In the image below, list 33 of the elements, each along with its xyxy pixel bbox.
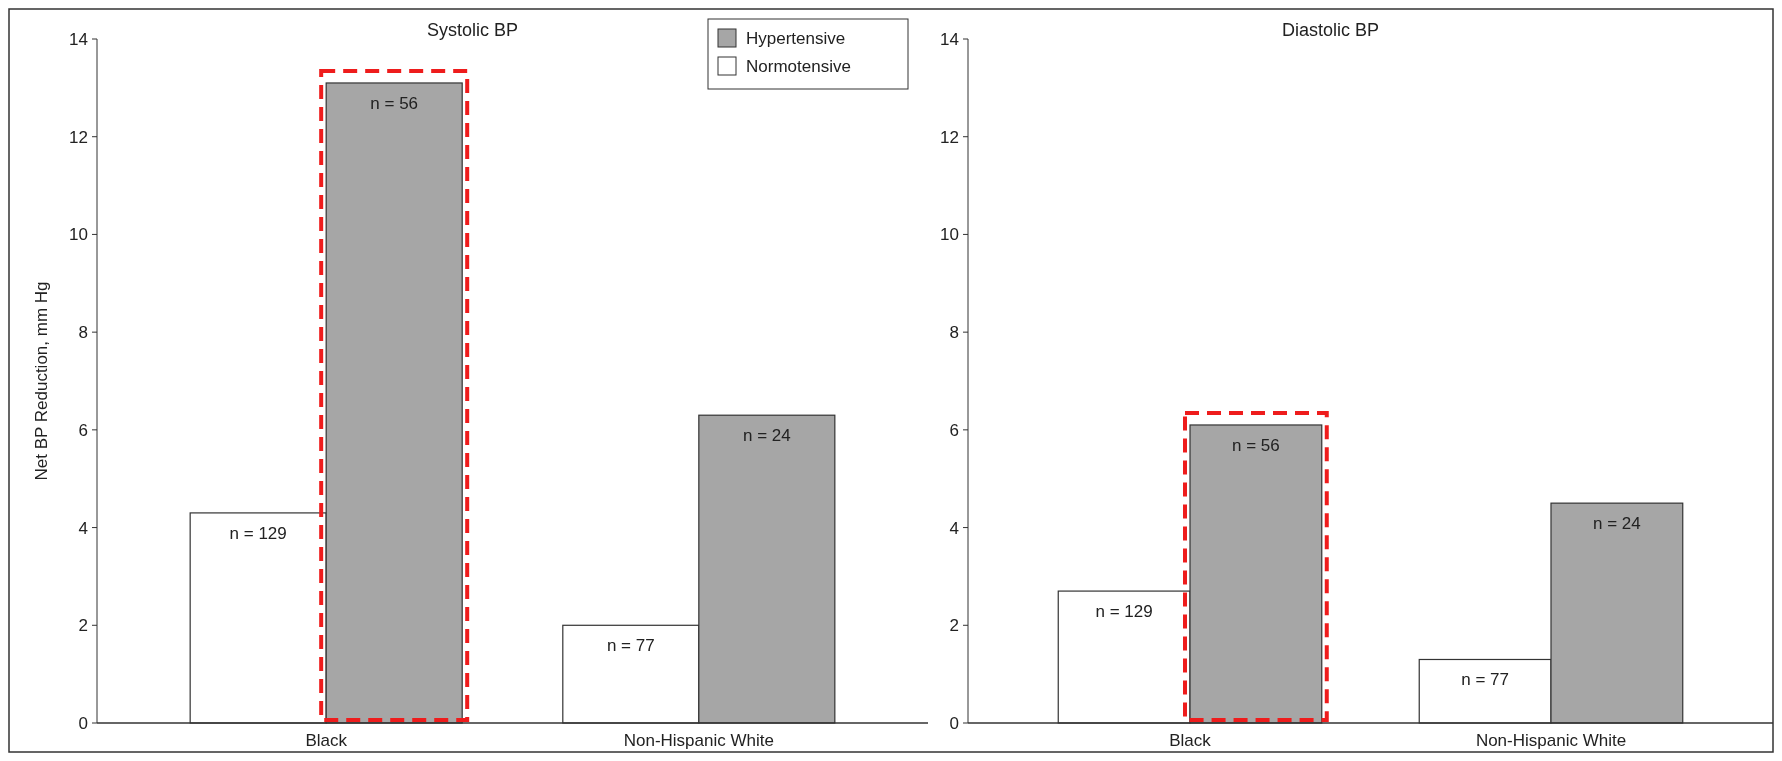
y-tick-label: 14 — [69, 29, 88, 49]
y-tick-label: 12 — [69, 127, 88, 147]
annotation: n = 56 — [1232, 435, 1280, 455]
y-tick-label: 14 — [940, 29, 959, 49]
legend-label: Hypertensive — [746, 28, 846, 48]
annotation: n = 129 — [229, 523, 287, 543]
annotation: n = 56 — [370, 93, 419, 113]
x-tick-label: Non-Hispanic White — [1475, 731, 1627, 750]
y-tick-label: 10 — [69, 225, 88, 245]
y-tick-label: 6 — [949, 420, 959, 440]
y-tick-label: 4 — [78, 518, 88, 538]
legend-label: Normotensive — [746, 56, 851, 76]
x-tick-label: Black — [1169, 731, 1212, 750]
y-tick-label: 8 — [78, 323, 88, 343]
y-tick-label: 0 — [78, 713, 88, 733]
annotation: n = 77 — [606, 636, 655, 656]
annotation: n = 77 — [1461, 670, 1509, 690]
y-tick-label: 6 — [78, 420, 88, 440]
y-tick-label: 10 — [940, 225, 959, 245]
y-tick-label: 0 — [949, 713, 959, 733]
chart-title: Systolic BP — [426, 20, 519, 40]
annotation: n = 24 — [1593, 514, 1641, 534]
chart-title: Diastolic BP — [1281, 20, 1380, 40]
y-tick-label: 2 — [78, 616, 88, 636]
y-tick-label: 4 — [949, 518, 959, 538]
y-tick-label: 12 — [940, 127, 959, 147]
y-tick-label: 8 — [949, 323, 959, 343]
x-tick-label: Non-Hispanic White — [623, 731, 774, 750]
x-tick-label: Black — [305, 731, 348, 750]
y-axis-title: Net BP Reduction, mm Hg — [32, 281, 51, 481]
annotation: n = 24 — [742, 426, 791, 446]
annotation: n = 129 — [1095, 602, 1153, 622]
y-tick-label: 2 — [949, 616, 959, 636]
